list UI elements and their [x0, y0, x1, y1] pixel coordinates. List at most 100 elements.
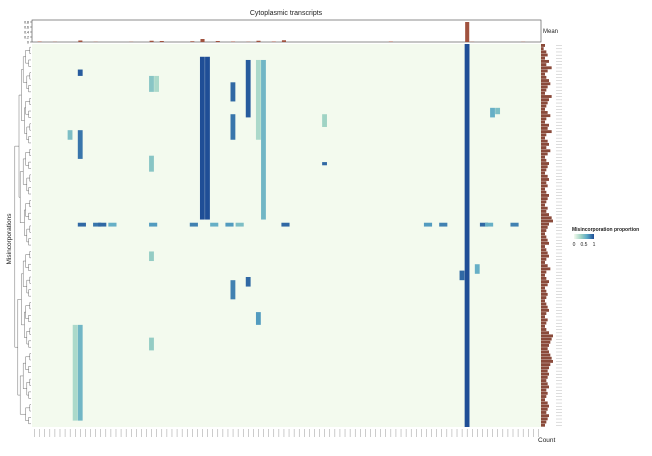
color-legend: Misincorporation proportion 0 0.5 1 [572, 227, 639, 248]
dendrogram-branch [29, 123, 31, 131]
count-bar [541, 155, 545, 159]
dendrogram-branch [29, 327, 31, 335]
heatmap-cell-block [245, 276, 251, 287]
count-bar [541, 222, 549, 226]
heatmap-background [32, 44, 541, 427]
mean-bar [281, 40, 286, 42]
count-bar [541, 315, 545, 319]
count-bar [541, 270, 547, 274]
count-bar [541, 404, 549, 408]
count-bar [541, 340, 551, 344]
count-bar [541, 248, 547, 252]
dendrogram-branch [25, 152, 30, 166]
count-bar [541, 238, 548, 242]
count-bar [541, 398, 545, 402]
count-bar [541, 200, 547, 204]
count-bar [541, 382, 548, 386]
dendrogram-branch [23, 56, 27, 83]
heatmap-cell-block [230, 82, 236, 102]
dendrogram-branch [28, 289, 31, 297]
count-bar [541, 63, 547, 67]
dendrogram-branch [28, 59, 31, 67]
heatmap-cell-block [72, 324, 78, 421]
count-bar [541, 181, 547, 185]
legend-tick-0: 0 [573, 242, 576, 248]
count-bar [541, 344, 549, 347]
heatmap-cell [108, 222, 117, 227]
heatmap-cell-block [230, 280, 236, 300]
dendrogram-branch [28, 264, 31, 271]
heatmap-cell-block [154, 75, 159, 92]
dendrogram-branch [28, 212, 31, 220]
top-axis-tick-label: 0.2 [24, 36, 29, 40]
right-annotation-label: Count [538, 437, 556, 444]
heatmap-cell-block [205, 56, 210, 220]
heatmap-cell [235, 222, 244, 227]
count-bar [541, 72, 545, 76]
dendrogram-branch [29, 353, 31, 361]
heatmap-cell-block [149, 155, 154, 172]
heatmap-cell-block [322, 114, 327, 127]
count-bar [541, 407, 548, 411]
heatmap-cell [149, 222, 158, 227]
count-bar [541, 312, 547, 315]
heatmap-cell-block [245, 59, 251, 118]
dendrogram-branch [28, 187, 31, 195]
count-bar [541, 216, 552, 220]
count-bar [541, 302, 547, 306]
count-bar [541, 264, 548, 268]
count-bar [541, 98, 549, 102]
dendrogram-branch [28, 85, 31, 93]
heatmap-cell [98, 222, 107, 227]
count-bar [541, 162, 549, 165]
count-bar [541, 296, 547, 300]
dendrogram-branch [28, 391, 31, 399]
heatmap-cell [93, 222, 102, 227]
count-bar [541, 136, 545, 140]
count-bar [541, 257, 547, 261]
count-bar [541, 299, 545, 303]
count-bar [541, 391, 548, 395]
count-bar [541, 261, 545, 264]
count-bar [541, 149, 551, 153]
count-bar [541, 324, 545, 328]
heatmap-cell [189, 222, 198, 227]
heatmap-cell-block [261, 59, 266, 220]
count-bar [541, 114, 551, 118]
count-bar [541, 56, 545, 60]
count-bar [541, 187, 545, 191]
count-bar [541, 225, 548, 229]
count-bar [541, 267, 551, 271]
legend-tick-2: 1 [593, 242, 596, 248]
column-labels [34, 429, 539, 437]
mean-bar [200, 39, 205, 42]
dendrogram-branch [20, 171, 25, 223]
count-bar [541, 283, 548, 287]
count-bar [541, 44, 545, 47]
count-bar [541, 417, 548, 421]
count-bar [541, 91, 545, 95]
count-bar [541, 174, 548, 178]
top-axis-tick-label: 0.6 [24, 26, 29, 30]
count-bar [541, 111, 548, 114]
count-bar [541, 369, 548, 373]
heatmap-cell-block [490, 107, 495, 118]
heatmap-cell-block [77, 69, 83, 76]
dendrogram-branch [28, 110, 31, 118]
dendrogram-branch [28, 417, 31, 424]
dendrogram-branch [28, 136, 31, 144]
count-bar [541, 158, 547, 162]
dendrogram-branch [20, 375, 26, 415]
dendrogram-branch [29, 200, 31, 207]
dendrogram-branch [25, 356, 30, 370]
count-bar [541, 318, 548, 322]
mean-bar [159, 41, 164, 42]
dendrogram-branch [26, 382, 30, 396]
mean-bar [37, 41, 42, 42]
top-annotation-label: Mean [543, 29, 558, 35]
count-bar [541, 59, 549, 63]
heatmap-cell [479, 222, 489, 227]
dendrogram-branch [29, 251, 31, 259]
heatmap-body [32, 44, 541, 427]
count-bar [541, 254, 549, 258]
